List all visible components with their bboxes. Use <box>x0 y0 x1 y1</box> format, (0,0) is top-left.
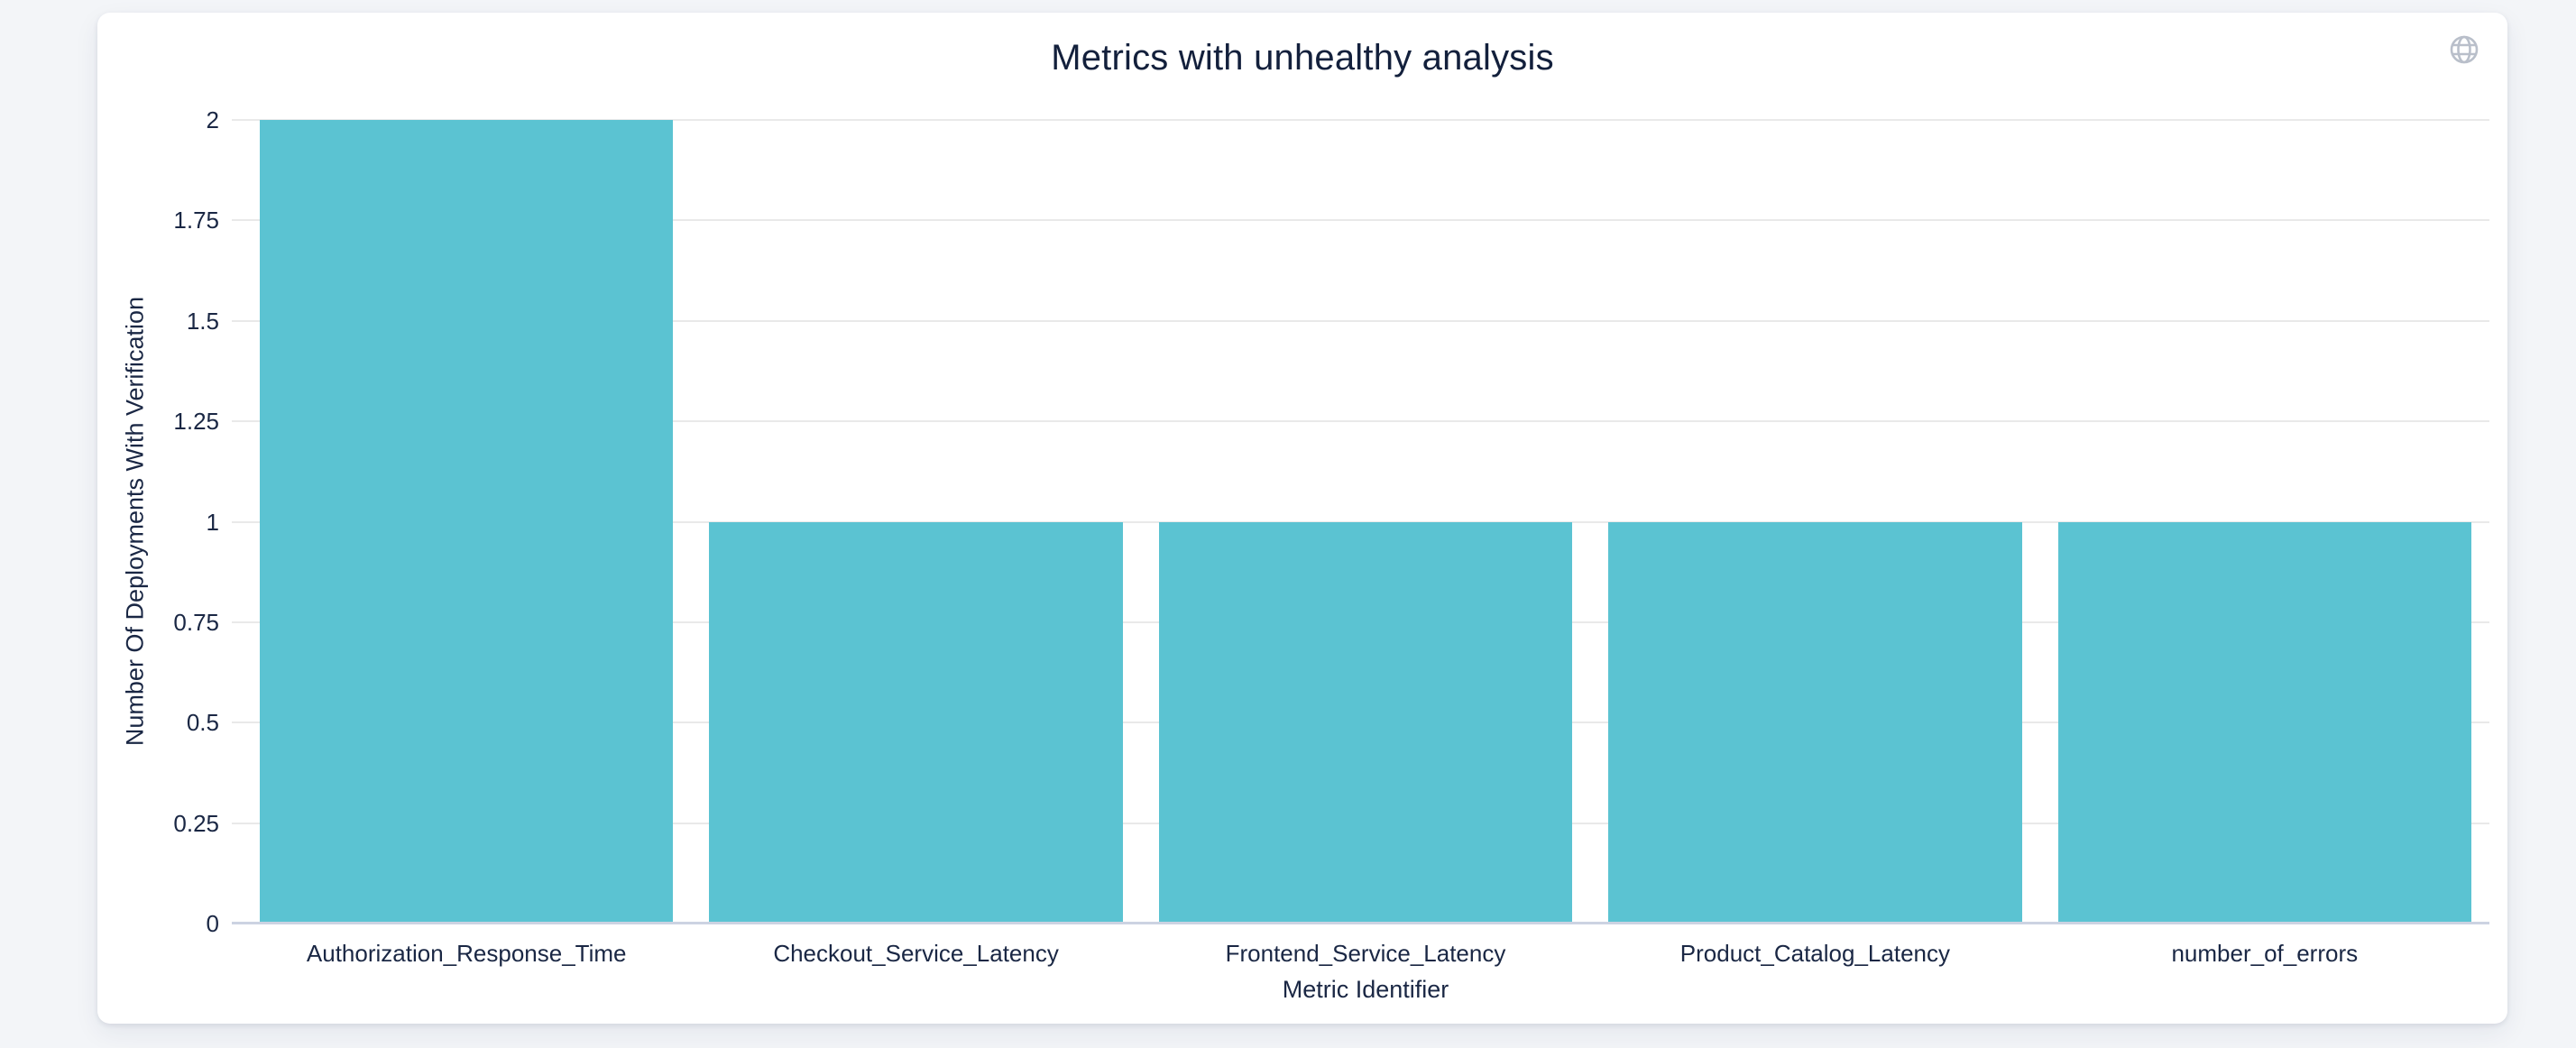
chart-title: Metrics with unhealthy analysis <box>1051 38 1554 78</box>
y-tick-label-1.25: 1.25 <box>173 408 219 436</box>
y-tick-label-0.5: 0.5 <box>186 709 219 737</box>
gridline-y-1.75 <box>232 219 2489 222</box>
x-tick-label-Frontend_Service_Latency: Frontend_Service_Latency <box>1225 940 1506 967</box>
bar-Product_Catalog_Latency[interactable] <box>1608 521 2022 924</box>
chart-card: Metrics with unhealthy analysis Number O… <box>97 13 2507 1024</box>
x-axis-tick-labels: Authorization_Response_Time Checkout_Serv… <box>242 938 2489 969</box>
x-tick-label-Checkout_Service_Latency: Checkout_Service_Latency <box>773 940 1059 967</box>
x-tick-label-Authorization_Response_Time: Authorization_Response_Time <box>306 940 627 967</box>
bar-number_of_errors[interactable] <box>2057 521 2472 924</box>
y-tick-label-0.75: 0.75 <box>173 608 219 636</box>
y-tick-label-1.75: 1.75 <box>173 207 219 234</box>
y-tick-label-1.5: 1.5 <box>186 307 219 335</box>
x-tick-label-number_of_errors: number_of_errors <box>2171 940 2359 967</box>
bar-Checkout_Service_Latency[interactable] <box>709 521 1123 924</box>
globe-icon-svg <box>2450 35 2479 64</box>
globe-icon[interactable] <box>2448 33 2480 66</box>
y-tick-label-0: 0 <box>206 910 219 937</box>
x-axis-line <box>232 922 2489 924</box>
y-tick-label-2: 2 <box>206 106 219 133</box>
x-tick-label-Product_Catalog_Latency: Product_Catalog_Latency <box>1679 940 1950 967</box>
gridline-y-2 <box>232 119 2489 121</box>
bar-Frontend_Service_Latency[interactable] <box>1158 521 1573 924</box>
gridline-y-1.5 <box>232 319 2489 322</box>
gridline-y-1.25 <box>232 420 2489 423</box>
y-tick-label-0.25: 0.25 <box>173 809 219 837</box>
plot-area <box>232 119 2489 924</box>
y-tick-label-1: 1 <box>206 508 219 536</box>
x-axis-title: Metric Identifier <box>1282 976 1449 1003</box>
y-axis-tick-labels: 0 0.25 0.5 0.75 1 1.25 1.5 1.75 2 <box>97 107 219 936</box>
bar-Authorization_Response_Time[interactable] <box>259 120 674 924</box>
